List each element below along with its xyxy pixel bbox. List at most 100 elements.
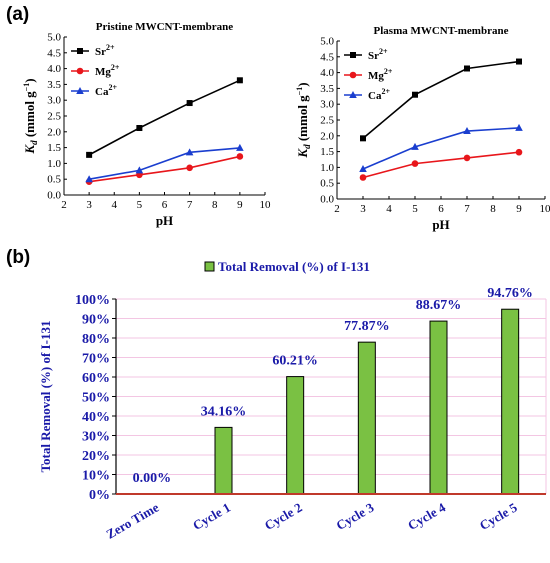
chart-pristine-series-sr-point xyxy=(136,125,143,132)
chart-plasma-legend-marker xyxy=(349,71,357,79)
chart-removal-ytick-label: 70% xyxy=(82,352,110,367)
chart-removal-ylabel: Total Removal (%) of I-131 xyxy=(38,321,53,473)
chart-plasma-ytick-label: 3.5 xyxy=(320,83,334,95)
chart-pristine-ytick-label: 4.0 xyxy=(47,63,61,75)
chart-plasma-series-mg-point xyxy=(411,160,419,167)
chart-removal-bar xyxy=(357,341,376,495)
chart-plasma-ytick-label: 5.0 xyxy=(320,36,334,48)
chart-plasma-series-ca-line xyxy=(362,127,520,170)
chart-pristine-ytick-label: 1.0 xyxy=(47,158,61,170)
chart-pristine-ytick-label: 3.0 xyxy=(47,95,61,107)
chart-plasma-series-sr-line xyxy=(362,60,520,139)
chart-removal-bar xyxy=(214,426,233,495)
chart-plasma-ytick-label: 2.0 xyxy=(320,130,334,142)
chart-pristine-series-sr-point xyxy=(186,100,193,107)
chart-pristine-xtick-label: 9 xyxy=(237,199,243,211)
chart-removal-ytick-label: 80% xyxy=(82,332,110,347)
chart-plasma-series-ca-point xyxy=(359,164,367,172)
chart-pristine-xtick-label: 10 xyxy=(260,199,272,211)
chart-plasma-title: Plasma MWCNT-membrane xyxy=(374,25,509,37)
chart-removal-legend-label: Total Removal (%) of I-131 xyxy=(218,259,370,274)
chart-plasma-xtick-label: 4 xyxy=(386,203,392,215)
chart-pristine-series-ca-point xyxy=(236,143,244,151)
chart-plasma-ytick-label: 4.5 xyxy=(320,51,334,63)
chart-plasma-series-sr-point xyxy=(464,65,470,72)
chart-pristine: Pristine MWCNT-membrane 0.0 0.5 1.0 1.5 2.0 2.… xyxy=(22,21,271,228)
chart-pristine-legend-marker xyxy=(76,67,84,75)
chart-plasma-series-ca-point xyxy=(411,142,419,150)
chart-pristine-series-mg-point xyxy=(236,153,244,160)
chart-removal-category-label: Cycle 1 xyxy=(190,500,233,533)
chart-pristine-ytick-label: 5.0 xyxy=(47,32,61,44)
chart-plasma-xtick-label: 6 xyxy=(438,203,444,215)
chart-removal-category-label: Cycle 4 xyxy=(405,499,448,533)
chart-removal-ytick-label: 40% xyxy=(82,410,110,425)
chart-pristine-series-ca-point xyxy=(135,166,144,174)
chart-plasma-series-sr-point xyxy=(360,135,366,142)
chart-removal-category-label: Cycle 5 xyxy=(477,499,520,533)
chart-plasma-ytick-label: 0.5 xyxy=(320,178,334,190)
chart-plasma-legend-label-sr: Sr2+ xyxy=(368,47,388,62)
chart-pristine-ytick-label: 1.5 xyxy=(47,142,61,154)
chart-pristine-ytick-label: 0.0 xyxy=(47,190,61,202)
chart-removal-data-label: 88.67% xyxy=(416,298,462,313)
chart-removal-data-label: 94.76% xyxy=(487,286,533,301)
chart-plasma-ytick-label: 4.0 xyxy=(320,67,334,79)
chart-removal-ytick-label: 60% xyxy=(82,371,110,386)
chart-pristine-ytick-label: 4.5 xyxy=(47,47,61,59)
chart-plasma-legend-label-mg: Mg2+ xyxy=(368,67,393,82)
chart-plasma-xtick-label: 9 xyxy=(516,203,522,215)
chart-pristine-series-ca-line xyxy=(88,147,240,180)
chart-removal: 0% 10% 20% 30% 40% 50% 60% 70% 80% 90% 100% 0.00% Ze… xyxy=(38,259,547,542)
chart-plasma-ytick-label: 0.0 xyxy=(320,194,334,206)
chart-pristine-xtick-label: 3 xyxy=(86,199,92,211)
chart-removal-ytick-label: 30% xyxy=(82,430,110,445)
chart-removal-ytick-label: 0% xyxy=(89,488,110,503)
chart-removal-ytick-label: 10% xyxy=(82,469,110,484)
chart-plasma-ytick-label: 1.5 xyxy=(320,146,334,158)
chart-removal-data-label: 77.87% xyxy=(344,319,390,334)
chart-plasma-xtick-label: 5 xyxy=(412,203,418,215)
chart-pristine-ytick-label: 0.5 xyxy=(47,174,61,186)
chart-plasma-series-mg-point xyxy=(359,174,367,181)
chart-pristine-xtick-label: 4 xyxy=(112,199,118,211)
chart-removal-ytick-label: 50% xyxy=(82,391,110,406)
chart-plasma-series-mg-point xyxy=(515,148,523,156)
chart-pristine-legend-label-ca: Ca2+ xyxy=(95,83,117,98)
chart-pristine-series-sr-line xyxy=(88,79,241,156)
chart-pristine-xtick-label: 6 xyxy=(162,199,168,211)
chart-pristine-legend-marker xyxy=(77,48,83,54)
chart-pristine-xtick-label: 8 xyxy=(212,199,218,211)
chart-removal-bar xyxy=(501,308,520,495)
chart-removal-ytick-label: 90% xyxy=(82,313,110,328)
panel-label-b: (b) xyxy=(6,247,30,268)
chart-plasma-xtick-label: 7 xyxy=(464,203,470,215)
panel-label-a: (a) xyxy=(6,4,29,25)
chart-plasma-series-ca-point xyxy=(515,123,523,131)
chart-plasma-xtick-label: 8 xyxy=(490,203,496,215)
chart-plasma-xtick-label: 3 xyxy=(360,203,366,215)
chart-pristine-legend-label-mg: Mg2+ xyxy=(95,63,120,78)
chart-plasma-ylabel: Kd (mmol g−1) xyxy=(295,82,312,158)
chart-removal-data-label: 0.00% xyxy=(133,471,172,486)
chart-pristine-ytick-label: 2.5 xyxy=(47,111,61,123)
chart-plasma-ytick-label: 3.0 xyxy=(320,99,334,111)
chart-pristine-ytick-label: 2.0 xyxy=(47,126,61,138)
chart-plasma-series-mg-line xyxy=(362,151,520,179)
chart-pristine-legend-label-sr: Sr2+ xyxy=(95,43,115,58)
chart-pristine-ytick-label: 3.5 xyxy=(47,79,61,91)
chart-removal-ytick-label: 100% xyxy=(75,293,110,308)
chart-plasma-xtick-label: 10 xyxy=(540,203,550,215)
chart-plasma-series-ca-point xyxy=(463,127,471,135)
chart-plasma-xtick-label: 2 xyxy=(334,203,340,215)
chart-pristine-series-mg-line xyxy=(89,155,241,183)
chart-plasma-legend-marker xyxy=(349,91,357,98)
chart-removal-legend-swatch xyxy=(204,261,215,272)
chart-pristine-title: Pristine MWCNT-membrane xyxy=(96,21,233,33)
chart-pristine-series-ca-point xyxy=(85,175,93,183)
chart-pristine-xtick-label: 5 xyxy=(137,199,143,211)
chart-plasma-series-sr-point xyxy=(516,58,522,65)
chart-pristine-series-mg-point xyxy=(186,164,193,172)
chart-pristine-xtick-label: 7 xyxy=(187,199,193,211)
